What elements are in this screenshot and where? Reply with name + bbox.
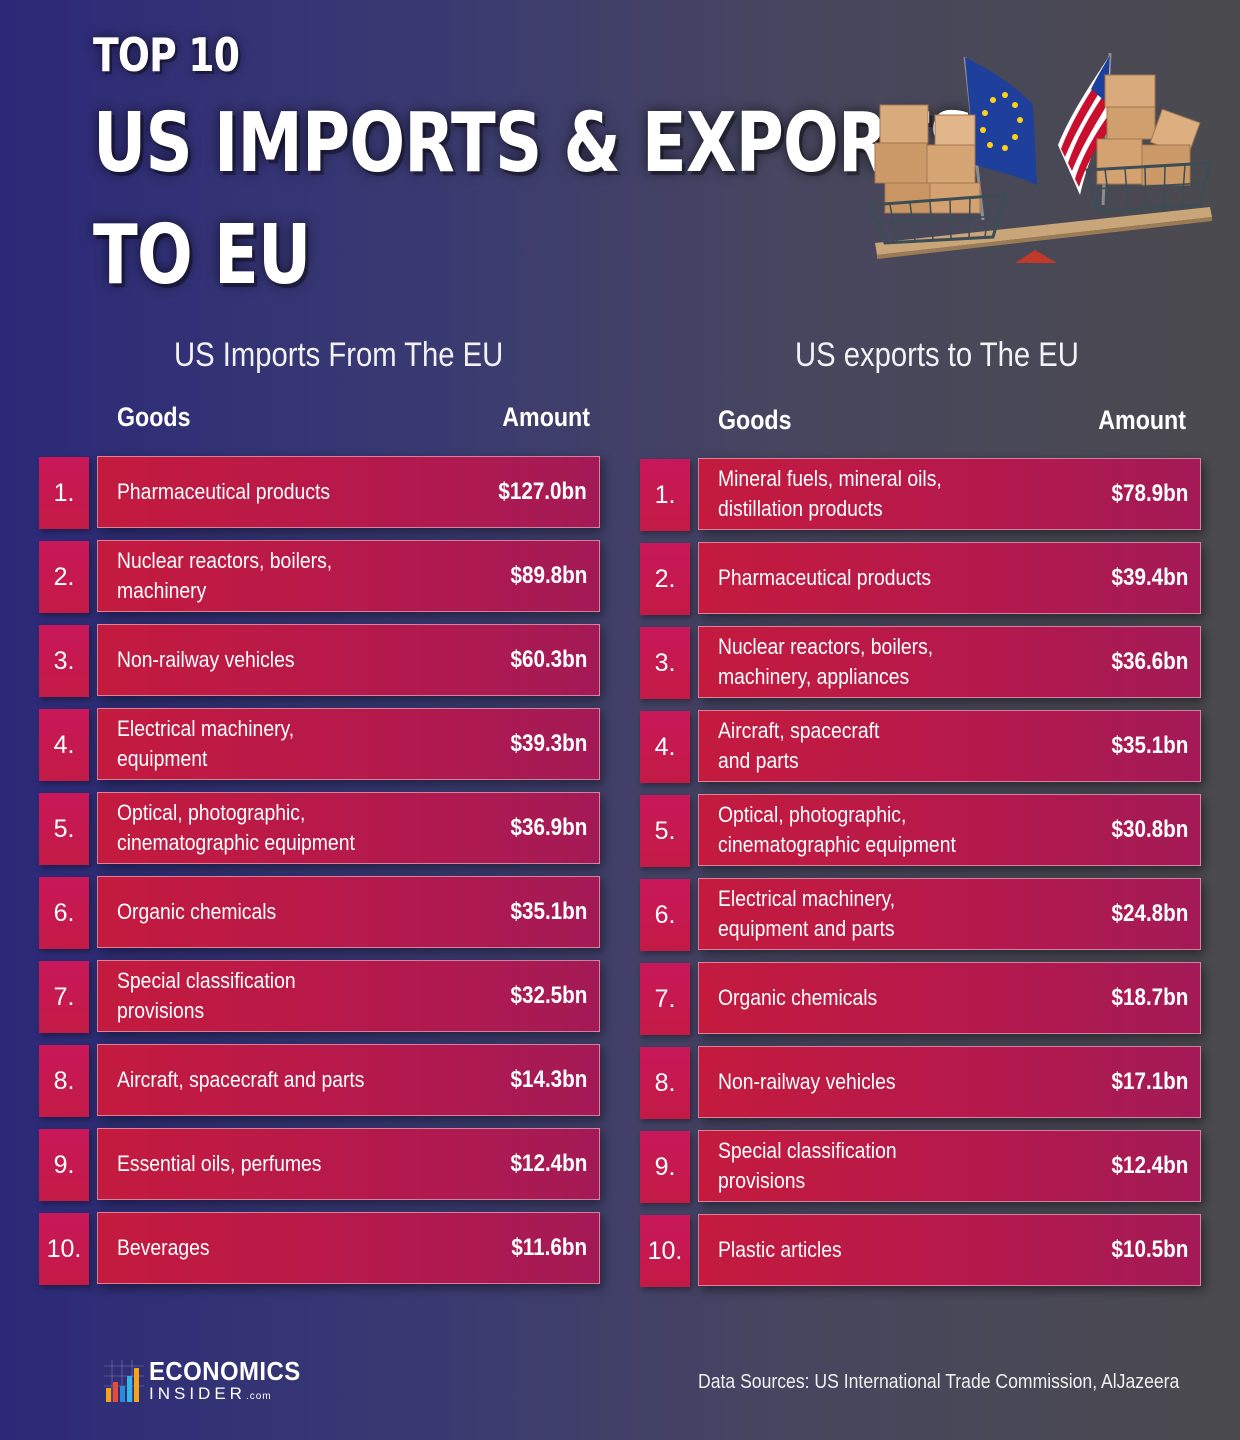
goods-label: Aircraft, spacecraft and parts [117, 1067, 365, 1092]
goods-label: Electrical machinery, equipment and part… [718, 886, 896, 941]
rank-badge: 3. [640, 627, 690, 699]
goods-label: Plastic articles [718, 1237, 842, 1262]
goods-label: Beverages [117, 1235, 210, 1260]
goods-label: Mineral fuels, mineral oils, distillatio… [718, 466, 942, 521]
imports-goods-header: Goods [117, 402, 191, 432]
exports-section-title: US exports to The EU [795, 336, 1079, 374]
amount-value: $127.0bn [498, 478, 587, 505]
imports-amount-header: Amount [502, 402, 590, 432]
table-row: Electrical machinery, equipment $39.3bn [97, 708, 600, 780]
rank-badge: 2. [640, 543, 690, 615]
rank-badge: 6. [640, 879, 690, 951]
amount-value: $60.3bn [510, 646, 587, 673]
table-row: Beverages $11.6bn [97, 1212, 600, 1284]
table-row: Special classification provisions $12.4bn [698, 1130, 1201, 1202]
rank-badge: 9. [640, 1131, 690, 1203]
table-row: Non-railway vehicles $17.1bn [698, 1046, 1201, 1118]
amount-value: $32.5bn [510, 982, 587, 1009]
amount-value: $30.8bn [1111, 816, 1188, 843]
amount-value: $24.8bn [1111, 900, 1188, 927]
rank-badge: 9. [39, 1129, 89, 1201]
amount-value: $36.9bn [510, 814, 587, 841]
table-row: Special classification provisions $32.5bn [97, 960, 600, 1032]
rank-badge: 10. [640, 1215, 690, 1287]
goods-label: Pharmaceutical products [117, 479, 331, 504]
goods-label: Aircraft, spacecraft and parts [718, 718, 880, 773]
amount-value: $78.9bn [1111, 480, 1188, 507]
table-row: Optical, photographic, cinematographic e… [698, 794, 1201, 866]
table-row: Organic chemicals $18.7bn [698, 962, 1201, 1034]
amount-value: $35.1bn [1111, 732, 1188, 759]
rank-badge: 1. [39, 457, 89, 529]
goods-label: Optical, photographic, cinematographic e… [718, 802, 956, 857]
table-row: Non-railway vehicles $60.3bn [97, 624, 600, 696]
table-row: Nuclear reactors, boilers, machinery $89.… [97, 540, 600, 612]
rank-badge: 5. [39, 793, 89, 865]
rank-badge: 7. [640, 963, 690, 1035]
imports-section-title: US Imports From The EU [174, 336, 504, 374]
bar-chart-logo-icon [104, 1360, 144, 1402]
title-line-2: TO EU [93, 208, 311, 303]
page-title: US IMPORTS & EXPORTS TO EU [93, 88, 976, 312]
rank-badge: 4. [39, 709, 89, 781]
table-row: Electrical machinery, equipment and part… [698, 878, 1201, 950]
goods-label: Nuclear reactors, boilers, machinery [117, 548, 333, 603]
title-line-1: US IMPORTS & EXPORTS [93, 96, 976, 191]
logo-subname: INSIDER.com [149, 1384, 272, 1403]
table-row: Organic chemicals $35.1bn [97, 876, 600, 948]
amount-value: $89.8bn [510, 562, 587, 589]
exports-goods-header: Goods [718, 405, 792, 435]
table-row: Optical, photographic, cinematographic e… [97, 792, 600, 864]
logo-name: ECONOMICS [149, 1356, 301, 1386]
amount-value: $39.3bn [510, 730, 587, 757]
table-row: Aircraft, spacecraft and parts $35.1bn [698, 710, 1201, 782]
data-source: Data Sources: US International Trade Com… [698, 1371, 1180, 1393]
amount-value: $36.6bn [1111, 648, 1188, 675]
table-row: Plastic articles $10.5bn [698, 1214, 1201, 1286]
rank-badge: 8. [640, 1047, 690, 1119]
amount-value: $12.4bn [510, 1150, 587, 1177]
amount-value: $17.1bn [1111, 1068, 1188, 1095]
amount-value: $39.4bn [1111, 564, 1188, 591]
goods-label: Nuclear reactors, boilers, machinery, ap… [718, 634, 934, 689]
rank-badge: 1. [640, 459, 690, 531]
goods-label: Special classification provisions [117, 968, 296, 1023]
table-row: Nuclear reactors, boilers, machinery, ap… [698, 626, 1201, 698]
amount-value: $12.4bn [1111, 1152, 1188, 1179]
rank-badge: 3. [39, 625, 89, 697]
trade-balance-scale-icon [867, 52, 1212, 263]
goods-label: Optical, photographic, cinematographic e… [117, 800, 355, 855]
table-row: Essential oils, perfumes $12.4bn [97, 1128, 600, 1200]
goods-label: Electrical machinery, equipment [117, 716, 295, 771]
goods-label: Pharmaceutical products [718, 565, 932, 590]
rank-badge: 8. [39, 1045, 89, 1117]
amount-value: $14.3bn [510, 1066, 587, 1093]
rank-badge: 6. [39, 877, 89, 949]
table-row: Pharmaceutical products $39.4bn [698, 542, 1201, 614]
rank-badge: 7. [39, 961, 89, 1033]
amount-value: $35.1bn [510, 898, 587, 925]
table-row: Pharmaceutical products $127.0bn [97, 456, 600, 528]
goods-label: Organic chemicals [718, 985, 878, 1010]
goods-label: Organic chemicals [117, 899, 277, 924]
goods-label: Non-railway vehicles [718, 1069, 896, 1094]
amount-value: $11.6bn [511, 1234, 587, 1261]
title-top: TOP 10 [93, 28, 240, 82]
table-row: Mineral fuels, mineral oils, distillatio… [698, 458, 1201, 530]
rank-badge: 2. [39, 541, 89, 613]
goods-label: Special classification provisions [718, 1138, 897, 1193]
exports-amount-header: Amount [1098, 405, 1186, 435]
rank-badge: 5. [640, 795, 690, 867]
goods-label: Essential oils, perfumes [117, 1151, 322, 1176]
goods-label: Non-railway vehicles [117, 647, 295, 672]
amount-value: $10.5bn [1111, 1236, 1188, 1263]
amount-value: $18.7bn [1111, 984, 1188, 1011]
rank-badge: 4. [640, 711, 690, 783]
table-row: Aircraft, spacecraft and parts $14.3bn [97, 1044, 600, 1116]
rank-badge: 10. [39, 1213, 89, 1285]
